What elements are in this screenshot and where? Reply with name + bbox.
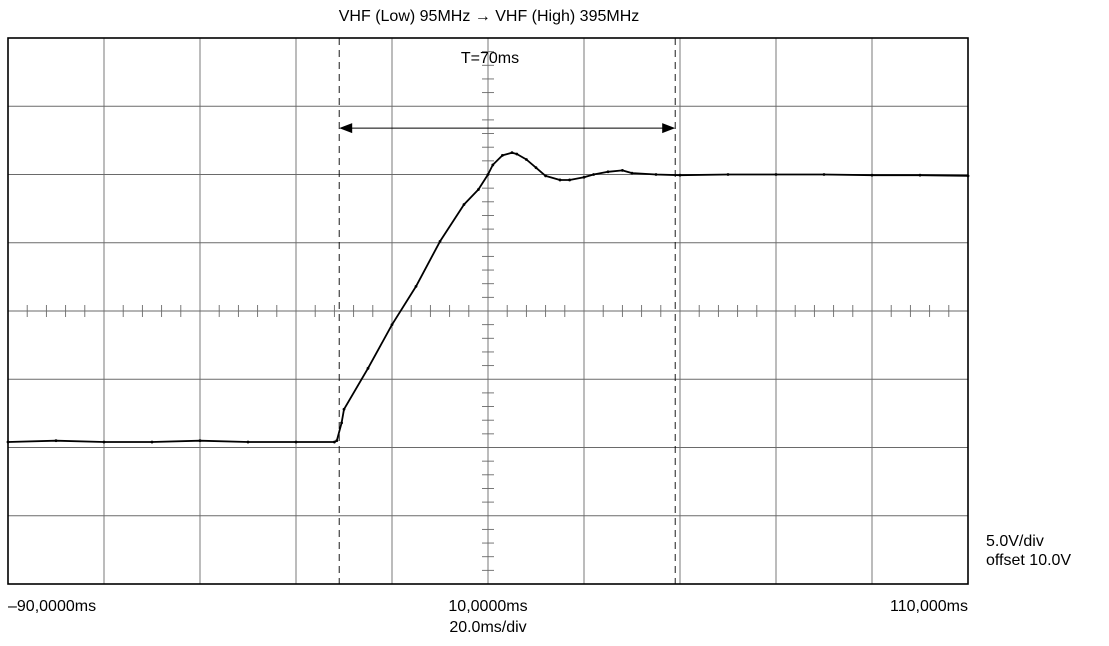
- plot-frame: [7, 37, 969, 585]
- data-point: [525, 158, 528, 161]
- data-point: [102, 440, 106, 444]
- data-point: [582, 175, 586, 179]
- x-tick-label-right: 110,000ms: [890, 598, 968, 615]
- interval-label: T=70ms: [460, 50, 520, 67]
- data-point: [870, 173, 874, 177]
- data-point: [438, 239, 442, 243]
- offset-label: offset 10.0V: [986, 552, 1072, 569]
- data-point: [621, 169, 624, 172]
- data-point: [606, 170, 610, 174]
- data-point: [654, 173, 658, 176]
- data-point: [515, 152, 519, 156]
- data-point: [558, 178, 562, 182]
- data-point: [6, 440, 10, 444]
- data-point: [366, 366, 370, 370]
- plot-border: [7, 37, 969, 585]
- data-point: [568, 178, 571, 182]
- x-tick-label-center: 10,0000ms: [448, 598, 528, 615]
- data-point: [501, 153, 504, 157]
- interval-arrowhead-right: [662, 123, 676, 134]
- data-point: [726, 173, 730, 176]
- data-point: [477, 188, 480, 191]
- data-point: [390, 323, 394, 327]
- x-tick-label-left: –90,0000ms: [8, 598, 97, 615]
- graticule: [8, 38, 968, 584]
- data-point: [534, 166, 538, 170]
- data-point: [918, 173, 922, 177]
- data-point: [822, 173, 826, 176]
- data-point: [544, 174, 547, 178]
- data-point: [294, 440, 298, 444]
- data-point: [592, 173, 595, 176]
- interval-arrowhead-left: [339, 123, 353, 134]
- x-axis-label: 20.0ms/div: [449, 619, 527, 636]
- data-point: [678, 173, 682, 177]
- data-point: [54, 439, 58, 443]
- data-point: [414, 285, 418, 288]
- data-point: [486, 173, 490, 176]
- data-point: [630, 171, 634, 175]
- data-point: [342, 407, 346, 411]
- time-cursors: [338, 38, 676, 584]
- series-line-1: [7, 151, 969, 443]
- chart-title: VHF (Low) 95MHz → VHF (High) 395MHz: [338, 8, 640, 25]
- data-point: [774, 173, 778, 176]
- data-point: [246, 440, 250, 444]
- data-point: [491, 163, 495, 167]
- data-point: [333, 440, 336, 444]
- interval-marker: [339, 123, 676, 134]
- data-point: [198, 439, 202, 443]
- volts-per-div-label: 5.0V/div: [986, 533, 1044, 550]
- signal-trace: [6, 151, 970, 444]
- data-point: [150, 440, 154, 444]
- data-point: [966, 174, 970, 178]
- data-point: [510, 151, 514, 155]
- data-point: [462, 203, 466, 206]
- data-point: [335, 439, 339, 443]
- data-point: [340, 421, 343, 425]
